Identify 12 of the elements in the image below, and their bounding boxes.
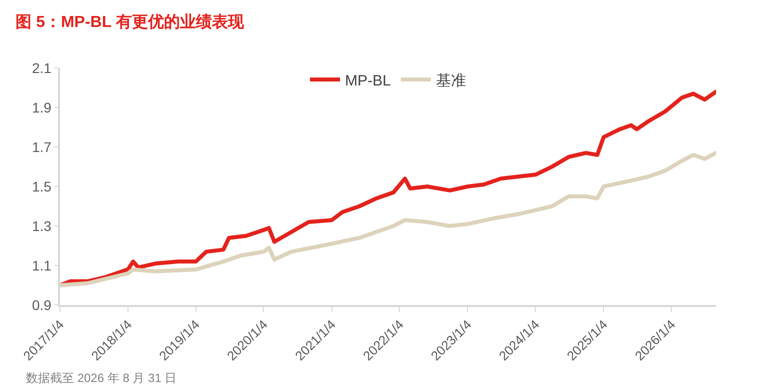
legend-label: MP-BL: [345, 72, 391, 90]
line-series: [60, 150, 716, 288]
y-tick-label: 1.5: [32, 178, 52, 194]
y-tick-label: 1.3: [32, 218, 52, 234]
text: 数据截至 2026 年 8 月 31 日: [26, 371, 177, 385]
legend-label: 基准: [436, 72, 466, 90]
y-tick-label: 1.7: [32, 138, 52, 155]
y-tick-label: 2.1: [32, 60, 52, 76]
y-tick-label: 1.1: [32, 257, 52, 274]
y-tick-label: 0.9: [32, 296, 52, 313]
y-tick-label: 1.9: [32, 99, 52, 116]
chart-title: 图 5：MP-BL 有更优的业绩表现: [16, 12, 245, 31]
